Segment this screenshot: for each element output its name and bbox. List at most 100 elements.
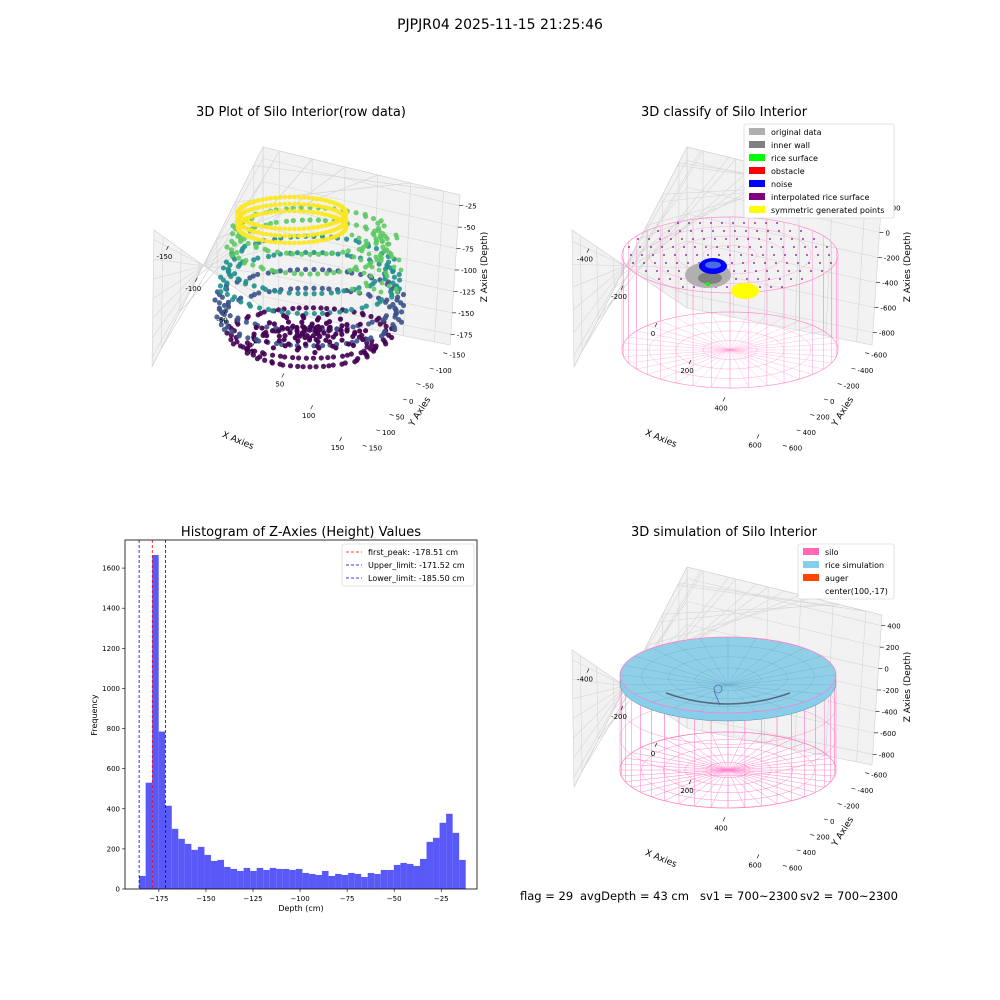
silo-floor-spoke <box>727 742 805 771</box>
scatter-point <box>326 222 332 227</box>
scatter-point <box>323 205 329 210</box>
interpolated-point <box>694 246 696 248</box>
scatter-point <box>252 199 258 204</box>
scatter-point <box>268 232 274 238</box>
symmetric-points-cluster <box>731 283 759 299</box>
z-tick-label: -150 <box>458 310 474 318</box>
interpolated-point <box>630 254 632 256</box>
surface-mesh-line <box>727 684 757 712</box>
histogram-bar <box>367 872 375 889</box>
z-tick-label: -75 <box>462 246 473 254</box>
scatter-point <box>264 196 269 202</box>
silo-floor-spoke <box>727 769 746 808</box>
scatter-point <box>301 202 307 207</box>
scatter-point <box>224 291 230 297</box>
grid-line <box>573 160 688 356</box>
scatter-point <box>232 271 238 277</box>
scatter-point <box>323 251 329 257</box>
scatter-point <box>303 285 309 291</box>
scatter-point <box>345 248 351 254</box>
scatter-point <box>369 264 375 270</box>
scatter-point <box>326 318 333 325</box>
scatter-point <box>359 305 365 311</box>
interpolated-point <box>745 230 747 232</box>
scatter-point <box>256 305 263 311</box>
scatter-point <box>218 322 224 328</box>
scatter-point <box>321 330 327 336</box>
scatter-point <box>295 285 301 292</box>
scatter-point <box>370 215 377 222</box>
y-tick <box>810 834 815 836</box>
scatter-point <box>319 230 325 236</box>
scatter-point <box>245 345 251 351</box>
silo-floor-spoke <box>727 769 825 788</box>
scatter-point <box>275 328 282 334</box>
scatter-point <box>234 339 240 345</box>
scatter-point <box>310 195 316 201</box>
scatter-point <box>311 266 317 273</box>
scatter-point <box>335 289 341 295</box>
scatter-point <box>287 194 292 200</box>
silo-top-ring <box>648 226 812 284</box>
legend-label: rice surface <box>771 154 818 163</box>
scatter-point <box>252 348 258 354</box>
scatter-point <box>282 354 288 360</box>
scatter-point <box>264 333 270 339</box>
interpolated-point <box>672 246 674 248</box>
axis-ticks: -400-2000200400600-600-400-2000200400600… <box>577 205 900 453</box>
scatter-point <box>250 273 256 279</box>
scatter-point <box>368 273 374 279</box>
x-tick-label: 0 <box>651 750 655 758</box>
legend-label: first_peak: -178.51 cm <box>368 548 458 557</box>
scatter-point <box>330 250 336 256</box>
scatter-point <box>382 233 388 239</box>
scatter-point <box>287 363 294 369</box>
scatter-point <box>369 342 375 348</box>
scatter-point <box>264 224 269 230</box>
scatter-point <box>223 259 230 265</box>
scatter-point <box>283 218 290 224</box>
interpolated-point <box>740 254 742 256</box>
scatter-point <box>311 285 317 291</box>
scatter-point <box>315 217 322 223</box>
scatter-point <box>382 266 389 272</box>
interpolated-point <box>744 270 746 272</box>
x-tick-label: −25 <box>434 895 449 903</box>
interpolated-point <box>676 262 678 264</box>
interpolated-point <box>768 278 770 280</box>
scatter-point <box>382 299 389 305</box>
scatter-point <box>306 239 312 245</box>
legend-label: symmetric generated points <box>771 206 884 215</box>
grid-line <box>686 213 878 258</box>
classify-3d-plot: 3D classify of Silo Interior -400-200020… <box>571 105 913 453</box>
scatter-point <box>243 278 249 285</box>
scatter-point <box>324 305 330 312</box>
scatter-point <box>396 257 402 263</box>
z-axis-label: Z Axies (Depth) <box>903 232 913 303</box>
y-tick <box>429 367 434 370</box>
scatter-point <box>384 273 390 279</box>
interpolated-point <box>742 262 744 264</box>
histogram-bar <box>204 854 211 889</box>
scatter-point <box>272 225 278 231</box>
scatter-point <box>381 248 387 254</box>
silo-floor-spoke <box>631 752 729 771</box>
histogram-bar <box>433 837 440 889</box>
silo-floor-ring <box>702 340 758 360</box>
y-tick <box>837 383 842 385</box>
histogram-bar <box>380 869 388 889</box>
scatter-point <box>303 305 309 311</box>
scatter-point <box>349 286 355 292</box>
scatter-point <box>326 286 332 292</box>
histogram-bar <box>250 870 257 889</box>
interpolated-point <box>734 230 736 232</box>
scatter-point <box>356 289 362 295</box>
z-tick-label: 0 <box>884 666 888 674</box>
scatter-point <box>251 257 257 263</box>
scatter-point <box>269 359 275 365</box>
histogram-bar <box>361 876 368 889</box>
silo-floor-spoke <box>694 769 729 807</box>
scatter-point <box>316 315 322 321</box>
scatter-point <box>290 354 296 361</box>
scatter-point <box>378 289 384 295</box>
